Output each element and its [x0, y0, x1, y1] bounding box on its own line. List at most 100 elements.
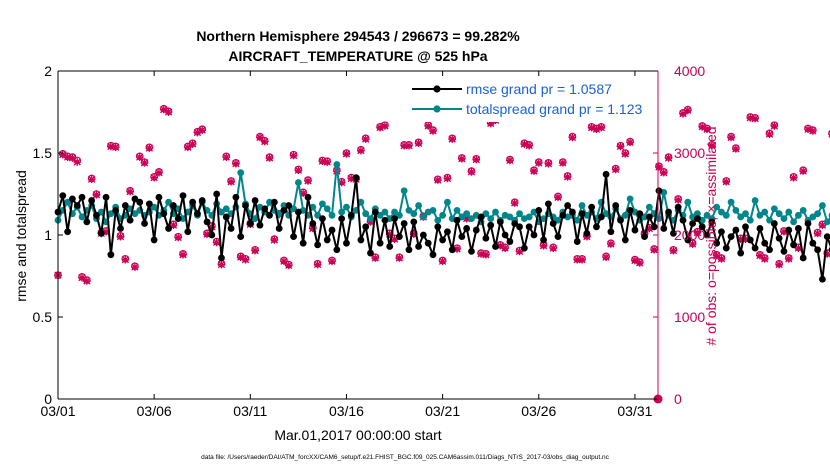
obs-assimilated-marker: [679, 109, 687, 118]
rmse-point: [237, 233, 245, 241]
rmse-point: [660, 225, 668, 232]
rmse-point: [751, 244, 759, 252]
obs-assimilated-marker: [73, 158, 82, 166]
obs-assimilated-marker: [376, 123, 384, 132]
x-tick-label: 03/31: [617, 403, 652, 419]
totalspread-point: [761, 208, 769, 216]
rmse-point: [569, 208, 576, 216]
rmse-point: [117, 225, 124, 232]
y-tick-label: 1: [44, 227, 52, 243]
obs-assimilated-marker: [313, 260, 322, 269]
rmse-point: [544, 200, 552, 208]
rmse-point: [150, 236, 158, 244]
obs-assimilated-marker: [607, 240, 615, 248]
totalspread-point: [429, 207, 437, 214]
obs-assimilated-marker: [578, 255, 586, 264]
y2-tick-label: 1000: [674, 309, 705, 325]
totalspread-point: [655, 215, 663, 223]
rmse-point: [472, 226, 480, 234]
obs-assimilated-marker: [525, 141, 533, 150]
rmse-point: [323, 236, 331, 244]
rmse-point: [405, 246, 413, 254]
totalspread-point: [775, 210, 783, 218]
totalspread-point: [525, 213, 533, 221]
obs-assimilated-marker: [294, 166, 303, 175]
obs-assimilated-marker: [414, 139, 423, 147]
obs-assimilated-marker: [424, 122, 433, 130]
rmse-point: [492, 243, 499, 250]
obs-assimilated-marker: [289, 151, 298, 160]
obs-assimilated-marker: [554, 193, 562, 202]
rmse-point: [333, 246, 341, 254]
rmse-point: [742, 223, 749, 231]
rmse-point: [189, 198, 197, 206]
rmse-point: [737, 249, 745, 257]
obs-assimilated-marker: [765, 130, 774, 138]
obs-assimilated-marker: [751, 114, 759, 123]
obs-assimilated-marker: [621, 149, 630, 158]
totalspread-point: [319, 200, 326, 208]
obs-assimilated-marker: [304, 177, 312, 185]
obs-assimilated-marker: [544, 159, 553, 168]
rmse-point: [343, 239, 350, 247]
x-tick-label: 03/26: [521, 403, 556, 419]
rmse-point: [194, 210, 201, 218]
totalspread-point: [328, 211, 336, 219]
rmse-point: [410, 218, 418, 226]
obs-assimilated-marker: [558, 159, 567, 167]
obs-assimilated-marker: [563, 172, 572, 181]
obs-assimilated-marker: [111, 143, 120, 152]
totalspread-point: [578, 202, 586, 209]
rmse-point: [69, 195, 76, 203]
obs-assimilated-marker: [741, 235, 750, 243]
rmse-point: [362, 223, 370, 231]
rmse-point: [78, 193, 86, 201]
rmse-point: [141, 220, 148, 227]
obs-assimilated-marker: [746, 113, 755, 122]
rmse-point: [746, 236, 754, 244]
totalspread-point: [376, 211, 384, 219]
rmse-point: [93, 211, 100, 219]
obs-assimilated-marker: [265, 154, 274, 162]
obs-assimilated-marker: [732, 145, 740, 153]
rmse-point: [319, 215, 326, 223]
obs-assimilated-marker: [635, 259, 644, 267]
rmse-point: [775, 234, 783, 242]
rmse-point: [246, 220, 254, 227]
rmse-point: [674, 203, 682, 211]
rmse-point: [780, 248, 788, 255]
totalspread-point: [434, 216, 442, 224]
rmse-point: [799, 254, 807, 262]
rmse-point: [304, 193, 312, 201]
totalspread-point: [718, 208, 725, 216]
rmse-point: [621, 236, 629, 244]
obs-assimilated-marker: [717, 254, 726, 263]
totalspread-point: [439, 211, 447, 219]
rmse-point: [256, 221, 264, 229]
obs-assimilated-marker: [227, 177, 235, 186]
obs-assimilated-marker: [669, 246, 678, 255]
obs-assimilated-marker: [453, 245, 461, 253]
totalspread-point: [463, 210, 471, 218]
rmse-point: [381, 216, 389, 224]
obs-assimilated-marker: [515, 247, 524, 256]
obs-assimilated-marker: [347, 174, 356, 183]
totalspread-point: [237, 169, 245, 177]
totalspread-point: [179, 215, 187, 223]
obs-assimilated-marker: [222, 153, 231, 161]
rmse-point: [468, 248, 475, 255]
rmse-point: [136, 198, 144, 206]
totalspread-point: [218, 208, 225, 216]
obs-assimilated-marker: [477, 250, 485, 258]
totalspread-point: [468, 215, 475, 223]
totalspread-point: [131, 210, 139, 218]
rmse-point: [487, 221, 495, 229]
totalspread-point: [64, 198, 72, 206]
rmse-point: [549, 220, 557, 227]
rmse-point: [636, 210, 644, 218]
totalspread-point: [516, 210, 523, 218]
totalspread-point: [150, 203, 158, 211]
rmse-point: [520, 244, 528, 252]
totalspread-point: [799, 207, 807, 214]
